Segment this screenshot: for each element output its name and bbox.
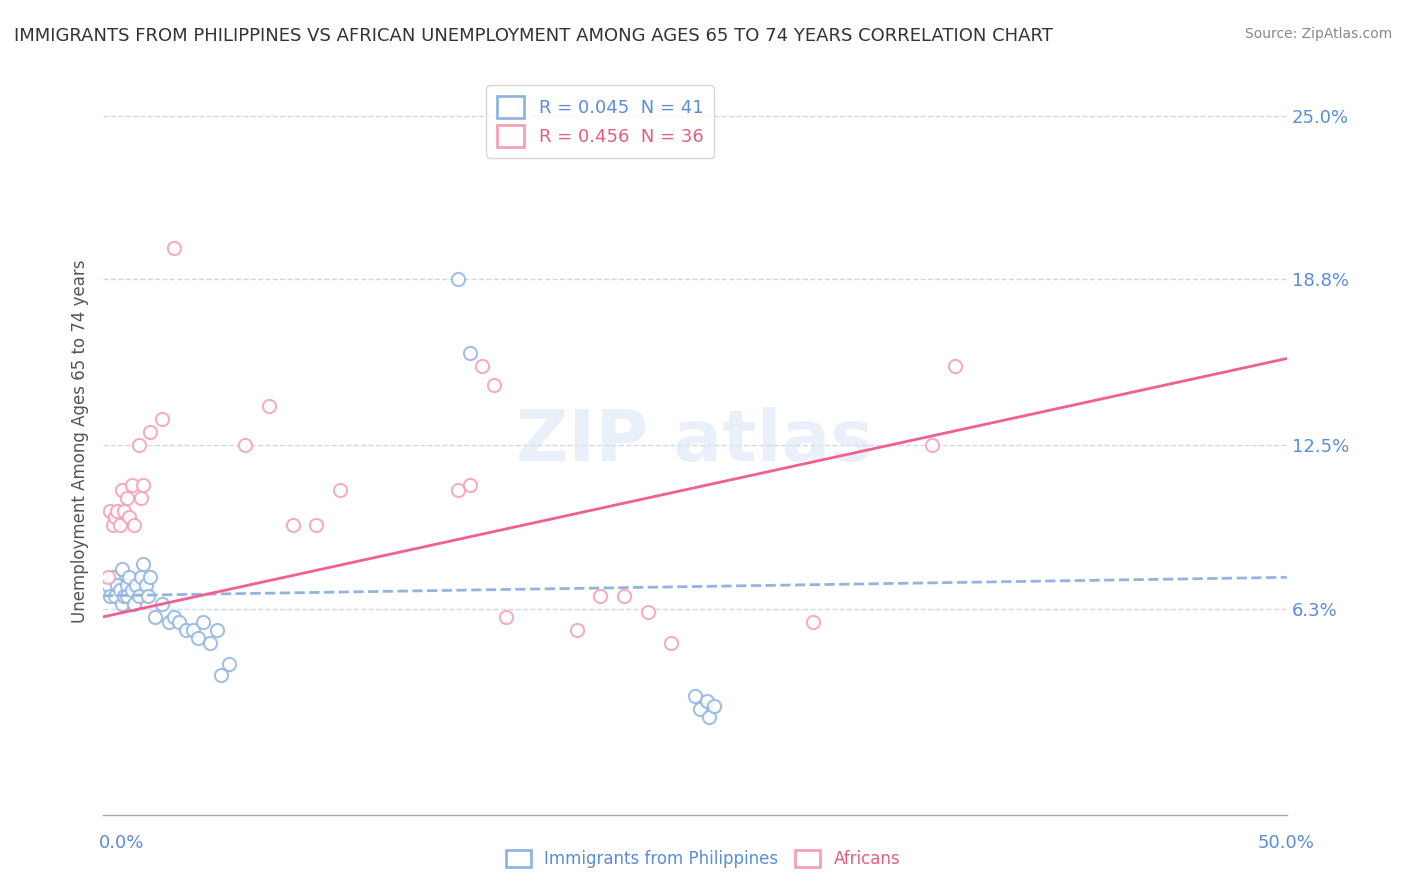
Point [471, 359, 494, 374]
Point [97, 578, 120, 592]
Point [143, 610, 166, 624]
Legend: Immigrants from Philippines, Africans: Immigrants from Philippines, Africans [499, 843, 907, 875]
Point [105, 578, 128, 592]
Point [104, 509, 127, 524]
Point [115, 589, 138, 603]
Point [257, 399, 280, 413]
Point [139, 570, 162, 584]
Point [703, 699, 725, 714]
Point [613, 589, 636, 603]
Text: 50.0%: 50.0% [1258, 834, 1315, 852]
Point [121, 583, 143, 598]
Point [132, 478, 155, 492]
Point [118, 509, 141, 524]
Legend: R = 0.045  N = 41, R = 0.456  N = 36: R = 0.045 N = 41, R = 0.456 N = 36 [486, 85, 714, 158]
Point [163, 610, 186, 624]
Point [447, 483, 470, 498]
Point [167, 615, 190, 629]
Point [128, 438, 150, 452]
Point [281, 517, 304, 532]
Point [114, 504, 136, 518]
Point [101, 517, 124, 532]
Point [187, 631, 209, 645]
Y-axis label: Unemployment Among Ages 65 to 74 years: Unemployment Among Ages 65 to 74 years [72, 260, 89, 624]
Point [205, 623, 228, 637]
Text: ZIP atlas: ZIP atlas [516, 407, 873, 476]
Point [135, 578, 157, 592]
Point [122, 597, 145, 611]
Point [104, 589, 127, 603]
Point [157, 615, 180, 629]
Point [150, 412, 173, 426]
Point [163, 241, 186, 255]
Point [150, 597, 173, 611]
Point [98, 589, 121, 603]
Point [101, 570, 124, 584]
Point [129, 491, 152, 506]
Point [305, 517, 328, 532]
Text: IMMIGRANTS FROM PHILIPPINES VS AFRICAN UNEMPLOYMENT AMONG AGES 65 TO 74 YEARS CO: IMMIGRANTS FROM PHILIPPINES VS AFRICAN U… [14, 27, 1053, 45]
Point [115, 578, 138, 592]
Point [565, 623, 588, 637]
Point [111, 597, 134, 611]
Point [921, 438, 943, 452]
Point [495, 610, 517, 624]
Point [105, 504, 128, 518]
Point [136, 589, 159, 603]
Point [122, 517, 145, 532]
Point [132, 557, 155, 571]
Point [129, 570, 152, 584]
Point [139, 425, 162, 440]
Text: 0.0%: 0.0% [98, 834, 143, 852]
Point [114, 589, 136, 603]
Point [108, 517, 131, 532]
Point [689, 702, 711, 716]
Point [198, 636, 221, 650]
Text: Source: ZipAtlas.com: Source: ZipAtlas.com [1244, 27, 1392, 41]
Point [218, 657, 240, 672]
Point [589, 589, 612, 603]
Point [98, 504, 121, 518]
Point [458, 346, 481, 360]
Point [458, 478, 481, 492]
Point [111, 483, 134, 498]
Point [121, 478, 143, 492]
Point [683, 689, 706, 703]
Point [118, 570, 141, 584]
Point [697, 710, 720, 724]
Point [943, 359, 966, 374]
Point [181, 623, 204, 637]
Point [111, 562, 134, 576]
Point [329, 483, 352, 498]
Point [233, 438, 256, 452]
Point [211, 668, 233, 682]
Point [637, 605, 659, 619]
Point [801, 615, 824, 629]
Point [128, 589, 150, 603]
Point [108, 583, 131, 598]
Point [696, 694, 718, 708]
Point [125, 578, 148, 592]
Point [174, 623, 197, 637]
Point [191, 615, 214, 629]
Point [447, 272, 470, 286]
Point [115, 491, 138, 506]
Point [97, 570, 120, 584]
Point [659, 636, 682, 650]
Point [482, 377, 505, 392]
